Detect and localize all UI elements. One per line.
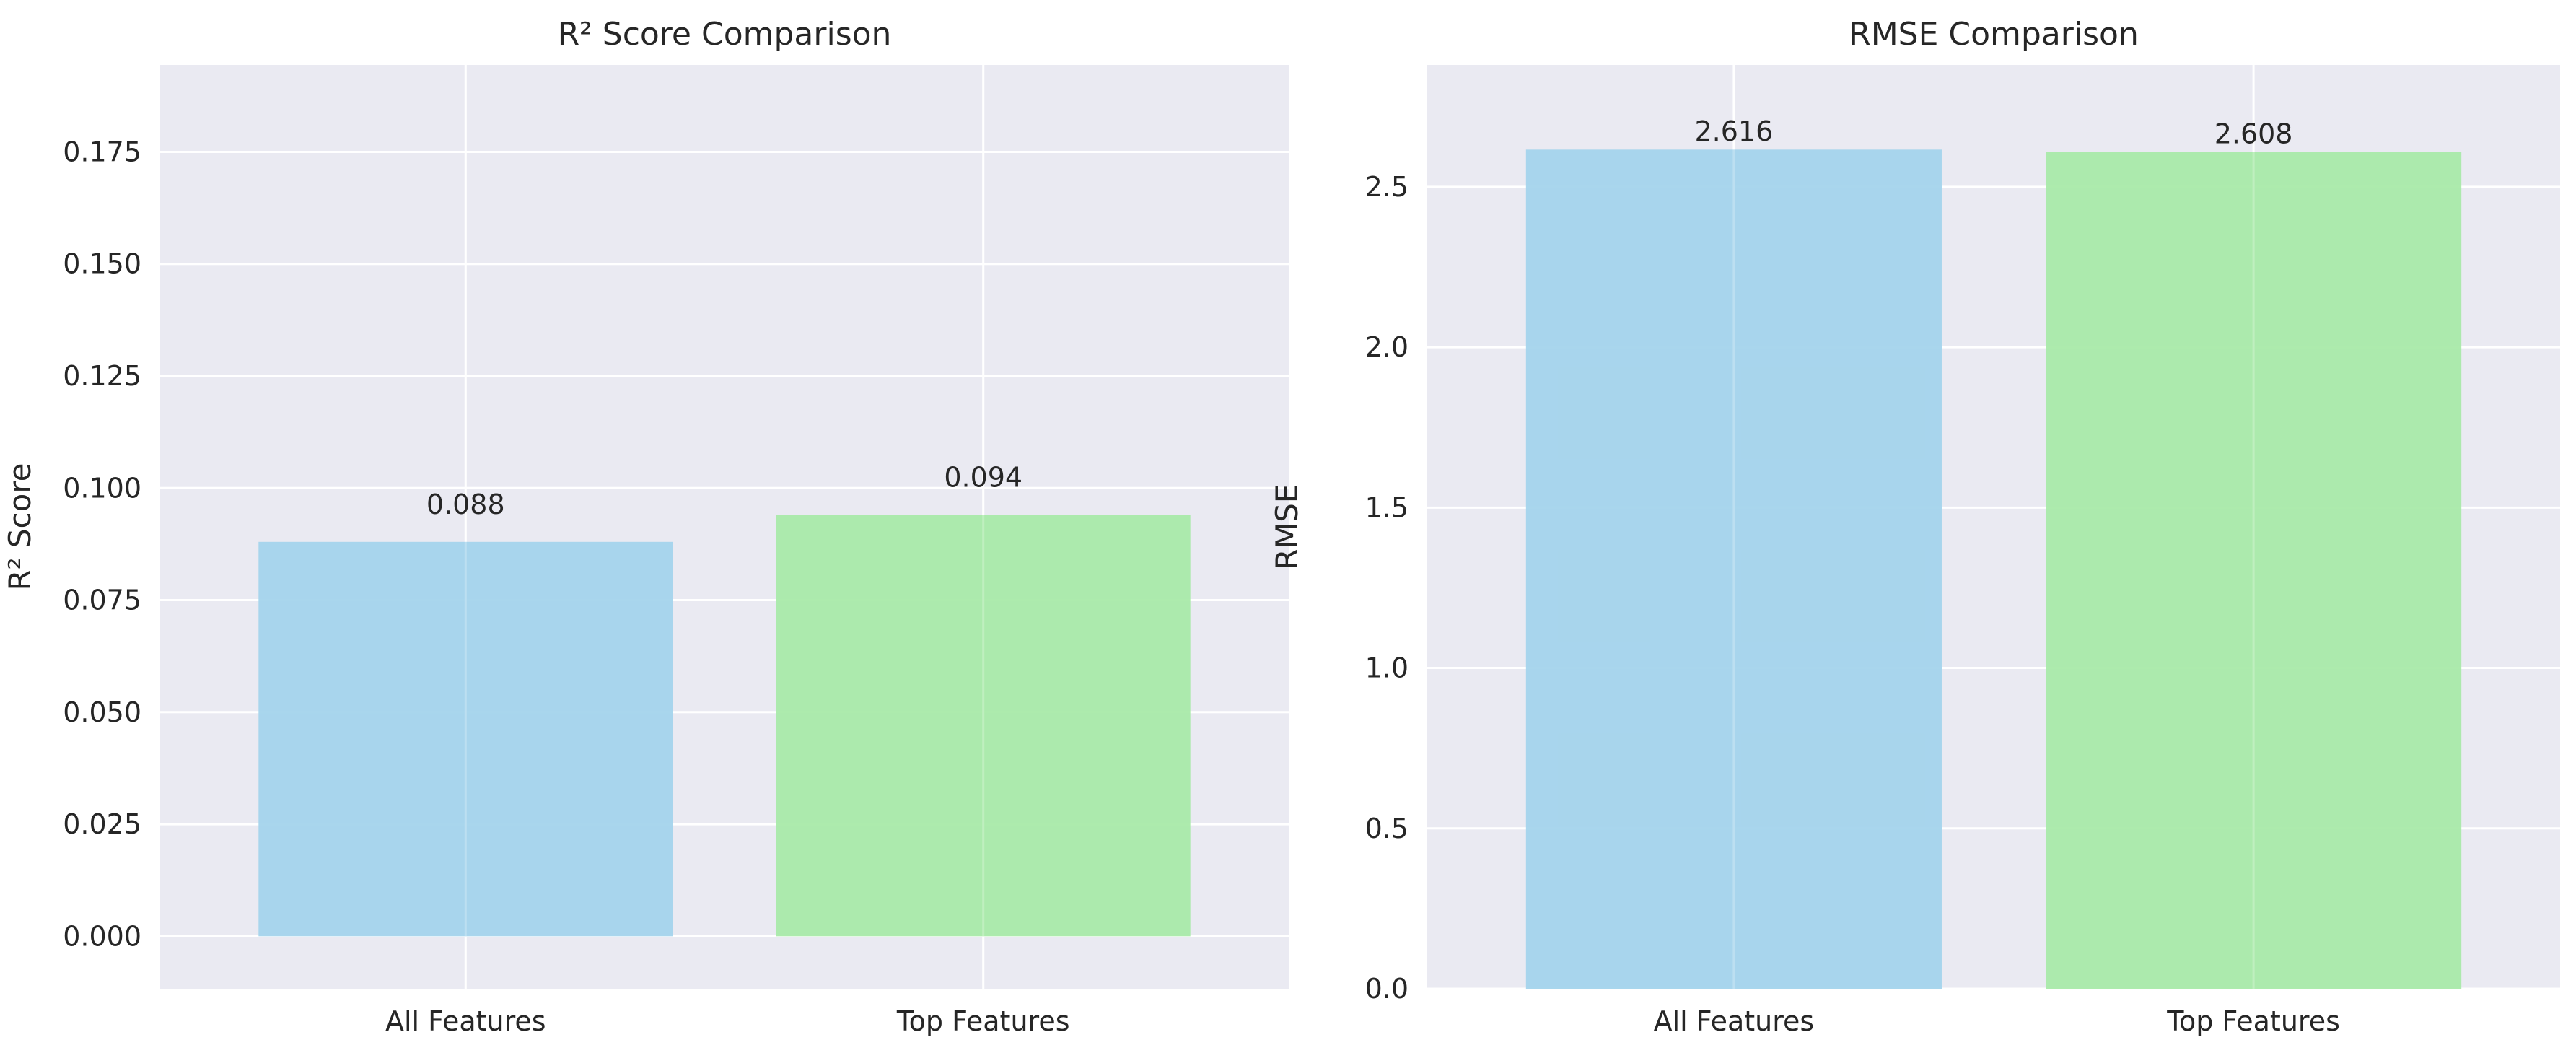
bar-rmse-1 <box>2046 152 2462 989</box>
y-tick-label: 1.0 <box>1365 652 1409 684</box>
x-tick-label: All Features <box>385 1005 546 1037</box>
y-tick-label: 2.0 <box>1365 331 1409 363</box>
y-tick-label: 0.150 <box>63 248 141 280</box>
y-tick-label: 0.5 <box>1365 813 1409 844</box>
bar-r2-0 <box>258 541 673 937</box>
y-tick-label: 2.5 <box>1365 171 1409 203</box>
x-tick-label: Top Features <box>2166 1005 2340 1037</box>
y-tick-label: 0.175 <box>63 136 141 167</box>
chart-title: RMSE Comparison <box>1849 16 2139 53</box>
bar-rmse-0 <box>1525 149 1942 989</box>
y-tick-label: 1.5 <box>1365 491 1409 523</box>
y-tick-label: 0.100 <box>63 472 141 504</box>
x-tick-label: Top Features <box>896 1005 1070 1037</box>
y-axis-label: R² Score <box>2 463 38 590</box>
bar-r2-1 <box>776 515 1191 937</box>
value-label: 2.616 <box>1695 115 1774 147</box>
y-tick-label: 0.025 <box>63 808 141 840</box>
value-label: 2.608 <box>2214 118 2293 149</box>
value-label: 0.088 <box>426 489 505 520</box>
y-tick-label: 0.125 <box>63 360 141 392</box>
r2-score-chart: 0.088 0.094 0.000 0.025 0.050 0.075 0.100 0.125… <box>2 16 1289 1037</box>
y-tick-label: 0.0 <box>1365 973 1409 1005</box>
y-tick-label: 0.000 <box>63 920 141 952</box>
y-axis-label: RMSE <box>1269 484 1305 570</box>
y-tick-label: 0.075 <box>63 585 141 616</box>
rmse-chart: 2.616 2.608 0.0 0.5 1.0 1.5 2.0 2.5 All Features… <box>1269 16 2560 1037</box>
y-tick-label: 0.050 <box>63 696 141 728</box>
chart-title: R² Score Comparison <box>558 16 892 53</box>
value-label: 0.094 <box>944 461 1022 493</box>
x-tick-label: All Features <box>1654 1005 1815 1037</box>
